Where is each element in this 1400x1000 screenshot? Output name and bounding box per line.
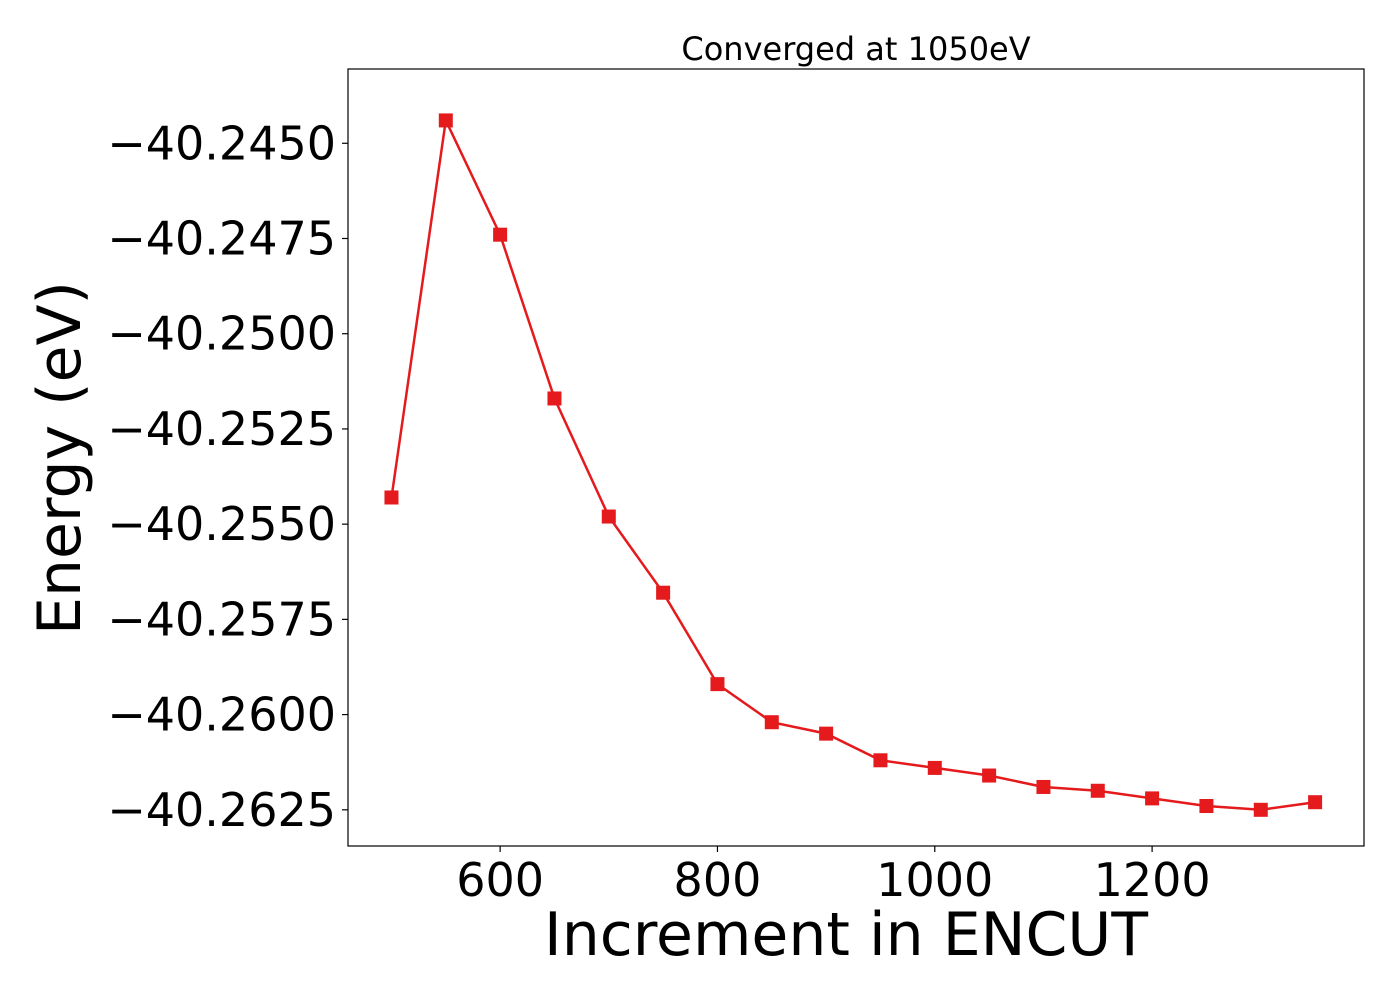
data-point — [1253, 802, 1268, 817]
x-tick-label: 800 — [674, 853, 762, 907]
y-tick-label: −40.2600 — [107, 688, 336, 742]
y-tick-label: −40.2475 — [107, 211, 336, 265]
data-point — [438, 113, 453, 128]
y-axis-label: Energy (eV) — [25, 281, 95, 635]
y-tick-label: −40.2625 — [107, 783, 336, 837]
data-point — [1090, 783, 1105, 798]
data-point — [982, 768, 997, 783]
x-axis-label: Increment in ENCUT — [544, 900, 1148, 970]
series-line — [390, 116, 1316, 812]
y-tick-label: −40.2500 — [107, 307, 336, 361]
y-axis: −40.2450 −40.2475 −40.2500 −40.2525 −40.2550… — [107, 116, 348, 837]
data-point — [656, 585, 671, 600]
data-point — [873, 753, 888, 768]
data-point — [547, 391, 562, 406]
data-point — [764, 715, 779, 730]
data-point — [1308, 795, 1323, 810]
series-layer — [384, 113, 1323, 817]
x-axis: 600 800 1000 1200 — [456, 846, 1211, 907]
data-point — [710, 677, 725, 692]
data-point — [927, 760, 942, 775]
y-tick-label: −40.2525 — [107, 402, 336, 456]
y-tick-label: −40.2575 — [107, 592, 336, 646]
chart-title: Converged at 1050eV — [681, 30, 1030, 68]
x-tick-label: 1200 — [1094, 853, 1211, 907]
data-point — [493, 227, 508, 242]
data-point — [601, 509, 616, 524]
data-point — [1145, 791, 1160, 806]
x-tick-label: 600 — [456, 853, 544, 907]
data-point — [1036, 779, 1051, 794]
plot-area — [347, 68, 1365, 847]
data-point — [384, 490, 399, 505]
x-tick-label: 1000 — [876, 853, 993, 907]
y-tick-label: −40.2550 — [107, 497, 336, 551]
data-point — [819, 726, 834, 741]
y-tick-label: −40.2450 — [107, 116, 336, 170]
data-point — [1199, 799, 1214, 814]
